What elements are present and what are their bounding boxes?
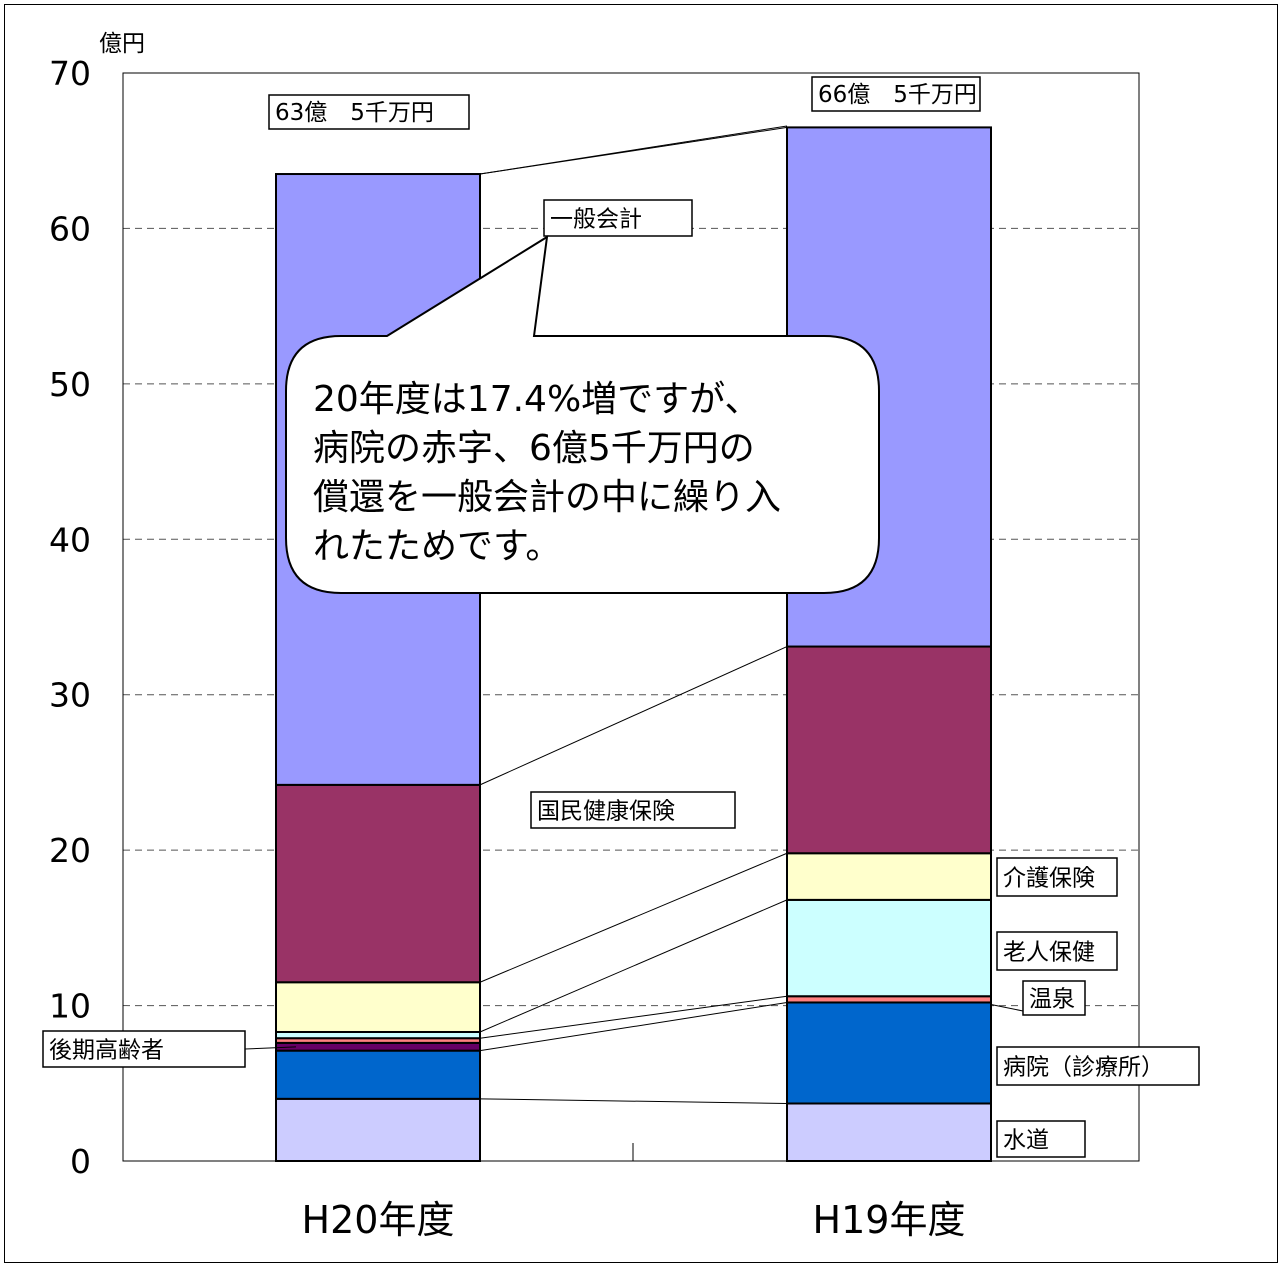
series-label-nhi-box: [530, 791, 736, 829]
bar-segment: [275, 1097, 481, 1163]
series-label-onsen: 温泉: [1029, 986, 1075, 1012]
bar-segment: [275, 1041, 481, 1052]
bar-segment: [786, 898, 992, 998]
bar-segment: [275, 783, 481, 984]
bar-segment: [786, 1102, 992, 1163]
series-label-onsen-box: [1022, 980, 1086, 1016]
callout-text-line: 20年度は17.4%増ですが、: [313, 379, 760, 420]
connector-line: [479, 995, 788, 1039]
series-label-water: 水道: [1003, 1127, 1049, 1153]
connector-lines: [244, 125, 1024, 1104]
series-label-elderly: 老人保健: [1003, 939, 1095, 965]
connector-line: [479, 646, 788, 786]
y-tick-label: 0: [70, 1142, 91, 1181]
stacked-bar-chart: 0 10 20 30 40 50 60 70 億円 H20年度 H19年度 63億 5千万円 66億 …: [42, 31, 1200, 1242]
y-tick-label: 60: [49, 209, 91, 248]
series-label-general-box: [543, 199, 693, 237]
series-label-care-box: [996, 857, 1118, 897]
callout-shape: [285, 235, 880, 594]
callout-text-line: れたためです。: [313, 526, 561, 567]
annotation-callout: 20年度は17.4%増ですが、病院の赤字、6億5千万円の償還を一般会計の中に繰り…: [285, 235, 880, 594]
connector-line: [479, 125, 788, 175]
total-label-h19: 66億 5千万円: [818, 82, 977, 108]
bar-segment: [786, 645, 992, 855]
connector-line: [479, 1001, 788, 1052]
series-label-nhi: 国民健康保険: [537, 798, 675, 824]
series-label-latter-elderly: 後期高齢者: [49, 1037, 164, 1063]
leader-onsen: [990, 1003, 1024, 1012]
connector-line: [479, 852, 788, 983]
y-tick-label: 70: [49, 54, 91, 93]
series-label-hospital-box: [996, 1046, 1200, 1086]
bar-segment: [786, 852, 992, 901]
labels: H20年度 H19年度 63億 5千万円 66億 5千万円一般会計国民健康保険介護保険…: [42, 76, 1200, 1242]
bar-segment: [275, 1049, 481, 1100]
y-tick-label: 50: [49, 365, 91, 404]
total-label-h20: 63億 5千万円: [275, 100, 434, 126]
connector-line: [479, 899, 788, 1033]
x-category-label: H20年度: [302, 1198, 455, 1242]
total-label-h19-box: [811, 76, 981, 112]
series-label-latter-elderly-box: [42, 1030, 246, 1068]
y-tick-label: 40: [49, 520, 91, 559]
plot-area: [122, 72, 1140, 1162]
series-label-water-box: [996, 1120, 1086, 1158]
bar-segment: [786, 1001, 992, 1105]
x-category-label: H19年度: [813, 1198, 966, 1242]
axes: 0 10 20 30 40 50 60 70 億円: [49, 31, 1140, 1181]
series-label-care: 介護保険: [1003, 865, 1095, 891]
chart-frame: 0 10 20 30 40 50 60 70 億円 H20年度 H19年度 63億 5千万円 66億 …: [4, 4, 1278, 1263]
series-label-elderly-box: [996, 931, 1118, 971]
y-unit-label: 億円: [99, 31, 145, 57]
series-label-general: 一般会計: [550, 206, 642, 232]
connector-line: [479, 1098, 788, 1104]
y-tick-label: 30: [49, 676, 91, 715]
bar-segment: [275, 981, 481, 1033]
callout-text-line: 償還を一般会計の中に繰り入: [313, 477, 781, 518]
y-tick-label: 10: [49, 987, 91, 1026]
total-label-h20-box: [268, 94, 470, 130]
series-label-hospital: 病院（診療所）: [1003, 1054, 1164, 1080]
leader-latter-elderly: [244, 1046, 297, 1050]
callout-text-line: 病院の赤字、6億5千万円の: [313, 428, 755, 469]
y-tick-label: 20: [49, 831, 91, 870]
